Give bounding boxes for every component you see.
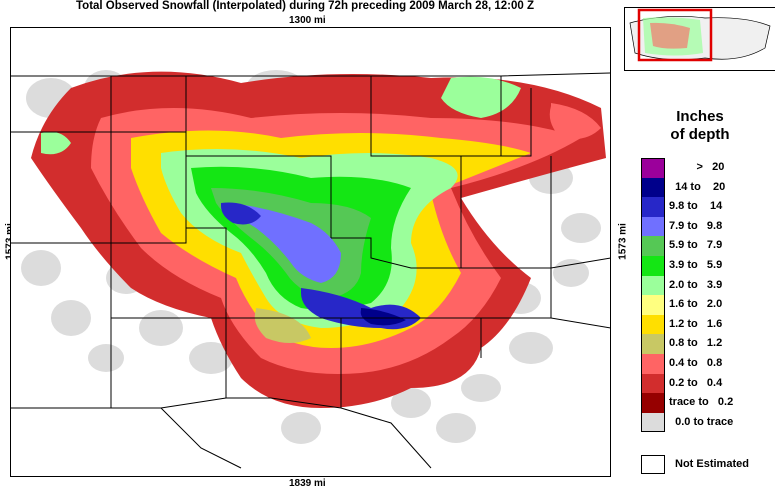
legend-swatch: [641, 236, 665, 256]
legend-label: 0.2 to 0.4: [669, 376, 723, 389]
locator-inset-svg: [629, 8, 771, 62]
legend-swatch: [641, 412, 665, 433]
legend-label: > 20: [669, 161, 725, 173]
legend-label: 3.9 to 5.9: [669, 258, 723, 271]
locator-box: [637, 8, 713, 62]
snowfall-map[interactable]: [10, 27, 611, 477]
distance-label-bottom: 1839 mi: [289, 478, 326, 489]
legend-swatch: [641, 158, 665, 178]
legend-title-line2: of depth: [670, 126, 730, 143]
legend-row: 0.8 to 1.2: [641, 334, 771, 354]
legend-label: 5.9 to 7.9: [669, 239, 723, 252]
legend-swatch: [641, 314, 665, 335]
locator-inset-map: [624, 7, 775, 71]
legend-label: 0.0 to trace: [669, 415, 734, 428]
legend-swatch: [641, 373, 665, 394]
legend-label: 14 to 20: [669, 180, 726, 193]
legend-row: 1.2 to 1.6: [641, 314, 771, 335]
legend-label: 7.9 to 9.8: [669, 219, 723, 232]
legend-label: 1.2 to 1.6: [669, 317, 723, 330]
color-legend: > 20 14 to 20 9.8 to 14 7.9 to 9.8 5.9 to 7…: [641, 158, 771, 433]
not-estimated-label: Not Estimated: [675, 458, 749, 470]
legend-title: Inches of depth: [630, 108, 770, 144]
map-title: Total Observed Snowfall (Interpolated) d…: [76, 0, 534, 12]
legend-row: 1.6 to 2.0: [641, 295, 771, 315]
legend-row: 5.9 to 7.9: [641, 236, 771, 256]
legend-row: 14 to 20: [641, 177, 771, 198]
not-estimated-swatch: [641, 455, 665, 474]
legend-label: 9.8 to 14: [669, 200, 723, 213]
legend-label: 0.8 to 1.2: [669, 337, 723, 350]
legend-swatch: [641, 353, 665, 374]
state-boundaries: [11, 72, 610, 469]
legend-row: 0.4 to 0.8: [641, 353, 771, 374]
legend-swatch: [641, 334, 665, 354]
legend-label: 0.4 to 0.8: [669, 356, 723, 369]
legend-title-line1: Inches: [676, 108, 724, 125]
legend-swatch: [641, 393, 665, 413]
snowfall-map-svg: [11, 70, 610, 469]
legend-row: > 20: [641, 158, 771, 178]
legend-swatch: [641, 295, 665, 315]
distance-label-top: 1300 mi: [289, 15, 326, 26]
legend-label: 2.0 to 3.9: [669, 278, 723, 291]
legend-row: 2.0 to 3.9: [641, 275, 771, 296]
legend-row: 7.9 to 9.8: [641, 216, 771, 237]
legend-row: trace to 0.2: [641, 393, 771, 413]
legend-swatch: [641, 216, 665, 237]
distance-label-right: 1573 mi: [617, 223, 629, 260]
legend-label: trace to 0.2: [669, 396, 734, 409]
legend-swatch: [641, 177, 665, 198]
legend-row: 9.8 to 14: [641, 197, 771, 217]
legend-row: 3.9 to 5.9: [641, 255, 771, 276]
legend-swatch: [641, 255, 665, 276]
legend-row: 0.0 to trace: [641, 412, 771, 433]
legend-row: 0.2 to 0.4: [641, 373, 771, 394]
legend-swatch: [641, 275, 665, 296]
legend-swatch: [641, 197, 665, 217]
legend-label: 1.6 to 2.0: [669, 298, 723, 311]
